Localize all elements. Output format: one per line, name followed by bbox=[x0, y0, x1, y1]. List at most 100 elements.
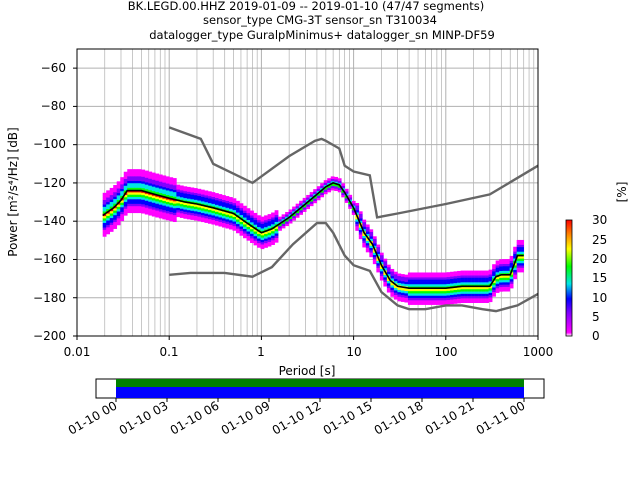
heatmap-cell bbox=[144, 202, 149, 206]
heatmap-cell bbox=[250, 219, 254, 223]
heatmap-cell bbox=[513, 269, 518, 273]
heatmap-cell bbox=[502, 284, 507, 287]
heatmap-cell bbox=[509, 265, 514, 268]
heatmap-cell bbox=[148, 203, 153, 207]
heatmap-cell bbox=[172, 210, 177, 213]
heatmap-cell bbox=[246, 210, 251, 214]
heatmap-cell bbox=[267, 225, 272, 229]
heatmap-cell bbox=[288, 211, 293, 215]
heatmap-cell bbox=[130, 176, 135, 179]
heatmap-cell bbox=[243, 208, 247, 211]
heatmap-cell bbox=[190, 217, 195, 220]
heatmap-cell bbox=[443, 281, 447, 285]
heatmap-cell bbox=[488, 294, 493, 298]
heatmap-cell bbox=[421, 297, 426, 301]
heatmap-cell bbox=[162, 193, 167, 197]
heatmap-cell bbox=[151, 174, 156, 178]
heatmap-cell bbox=[137, 199, 142, 202]
heatmap-cell bbox=[127, 185, 132, 188]
heatmap-cell bbox=[221, 213, 226, 217]
heatmap-cell bbox=[176, 193, 181, 197]
heatmap-cell bbox=[176, 191, 181, 195]
heatmap-cell bbox=[414, 281, 419, 285]
heatmap-cell bbox=[162, 177, 167, 181]
heatmap-cell bbox=[239, 233, 244, 236]
heatmap-cell bbox=[443, 302, 447, 305]
heatmap-cell bbox=[141, 176, 146, 180]
heatmap-cell bbox=[499, 289, 503, 292]
heatmap-cell bbox=[495, 290, 500, 293]
heatmap-cell bbox=[221, 224, 226, 228]
colorbar-tick: 25 bbox=[592, 233, 607, 247]
heatmap-cell bbox=[495, 288, 500, 291]
heatmap-cell bbox=[190, 215, 195, 218]
heatmap-cell bbox=[485, 298, 489, 301]
heatmap-cell bbox=[113, 196, 118, 200]
heatmap-cell bbox=[464, 275, 468, 278]
heatmap-cell bbox=[302, 204, 307, 208]
heatmap-cell bbox=[113, 203, 118, 206]
heatmap-cell bbox=[467, 270, 472, 274]
heatmap-cell bbox=[313, 189, 318, 192]
heatmap-cell bbox=[183, 193, 188, 196]
heatmap-cell bbox=[225, 200, 230, 204]
heatmap-cell bbox=[172, 182, 177, 186]
heatmap-cell bbox=[155, 178, 160, 181]
heatmap-cell bbox=[513, 255, 518, 259]
heatmap-cell bbox=[257, 215, 261, 218]
heatmap-cell bbox=[243, 231, 247, 234]
heatmap-cell bbox=[214, 218, 219, 221]
heatmap-cell bbox=[267, 230, 272, 233]
heatmap-cell bbox=[102, 201, 107, 205]
heatmap-cell bbox=[250, 226, 254, 230]
heatmap-cell bbox=[169, 184, 174, 187]
heatmap-cell bbox=[362, 226, 367, 230]
heatmap-cell bbox=[190, 205, 195, 209]
heatmap-cell bbox=[436, 288, 440, 292]
heatmap-cell bbox=[176, 200, 181, 204]
heatmap-cell bbox=[488, 281, 493, 284]
heatmap-cell bbox=[225, 225, 230, 229]
heatmap-cell bbox=[372, 238, 377, 242]
heatmap-cell bbox=[183, 209, 188, 212]
heatmap-cell bbox=[106, 215, 111, 219]
heatmap-cell bbox=[144, 193, 149, 197]
heatmap-cell bbox=[193, 188, 198, 191]
heatmap-cell bbox=[130, 208, 135, 211]
heatmap-cell bbox=[499, 259, 503, 262]
heatmap-cell bbox=[134, 199, 139, 202]
heatmap-cell bbox=[467, 279, 472, 283]
heatmap-cell bbox=[414, 293, 419, 296]
heatmap-cell bbox=[197, 193, 202, 197]
heatmap-cell bbox=[250, 210, 254, 214]
heatmap-cell bbox=[471, 282, 475, 285]
heatmap-cell bbox=[232, 225, 237, 229]
heatmap-cell bbox=[148, 196, 153, 200]
heatmap-cell bbox=[148, 201, 153, 205]
heatmap-cell bbox=[151, 186, 156, 189]
heatmap-cell bbox=[141, 183, 146, 186]
heatmap-cell bbox=[158, 181, 163, 184]
heatmap-cell bbox=[134, 201, 139, 204]
heatmap-cell bbox=[176, 186, 181, 190]
heatmap-cell bbox=[278, 218, 282, 222]
heatmap-cell bbox=[271, 242, 275, 245]
heatmap-cell bbox=[127, 180, 132, 184]
heatmap-cell bbox=[404, 281, 409, 285]
heatmap-cell bbox=[253, 240, 258, 244]
heatmap-cell bbox=[432, 283, 437, 287]
heatmap-cell bbox=[397, 294, 402, 297]
heatmap-cell bbox=[481, 295, 486, 299]
psd-density-heatmap bbox=[102, 169, 525, 305]
heatmap-cell bbox=[421, 283, 426, 287]
heatmap-cell bbox=[492, 284, 496, 288]
heatmap-cell bbox=[225, 214, 230, 218]
heatmap-cell bbox=[358, 234, 363, 237]
heatmap-cell bbox=[502, 268, 507, 271]
heatmap-cell bbox=[186, 205, 191, 208]
heatmap-cell bbox=[506, 277, 510, 281]
heatmap-cell bbox=[379, 273, 384, 276]
heatmap-cell bbox=[446, 279, 451, 282]
heatmap-cell bbox=[425, 274, 430, 278]
heatmap-cell bbox=[179, 215, 184, 218]
